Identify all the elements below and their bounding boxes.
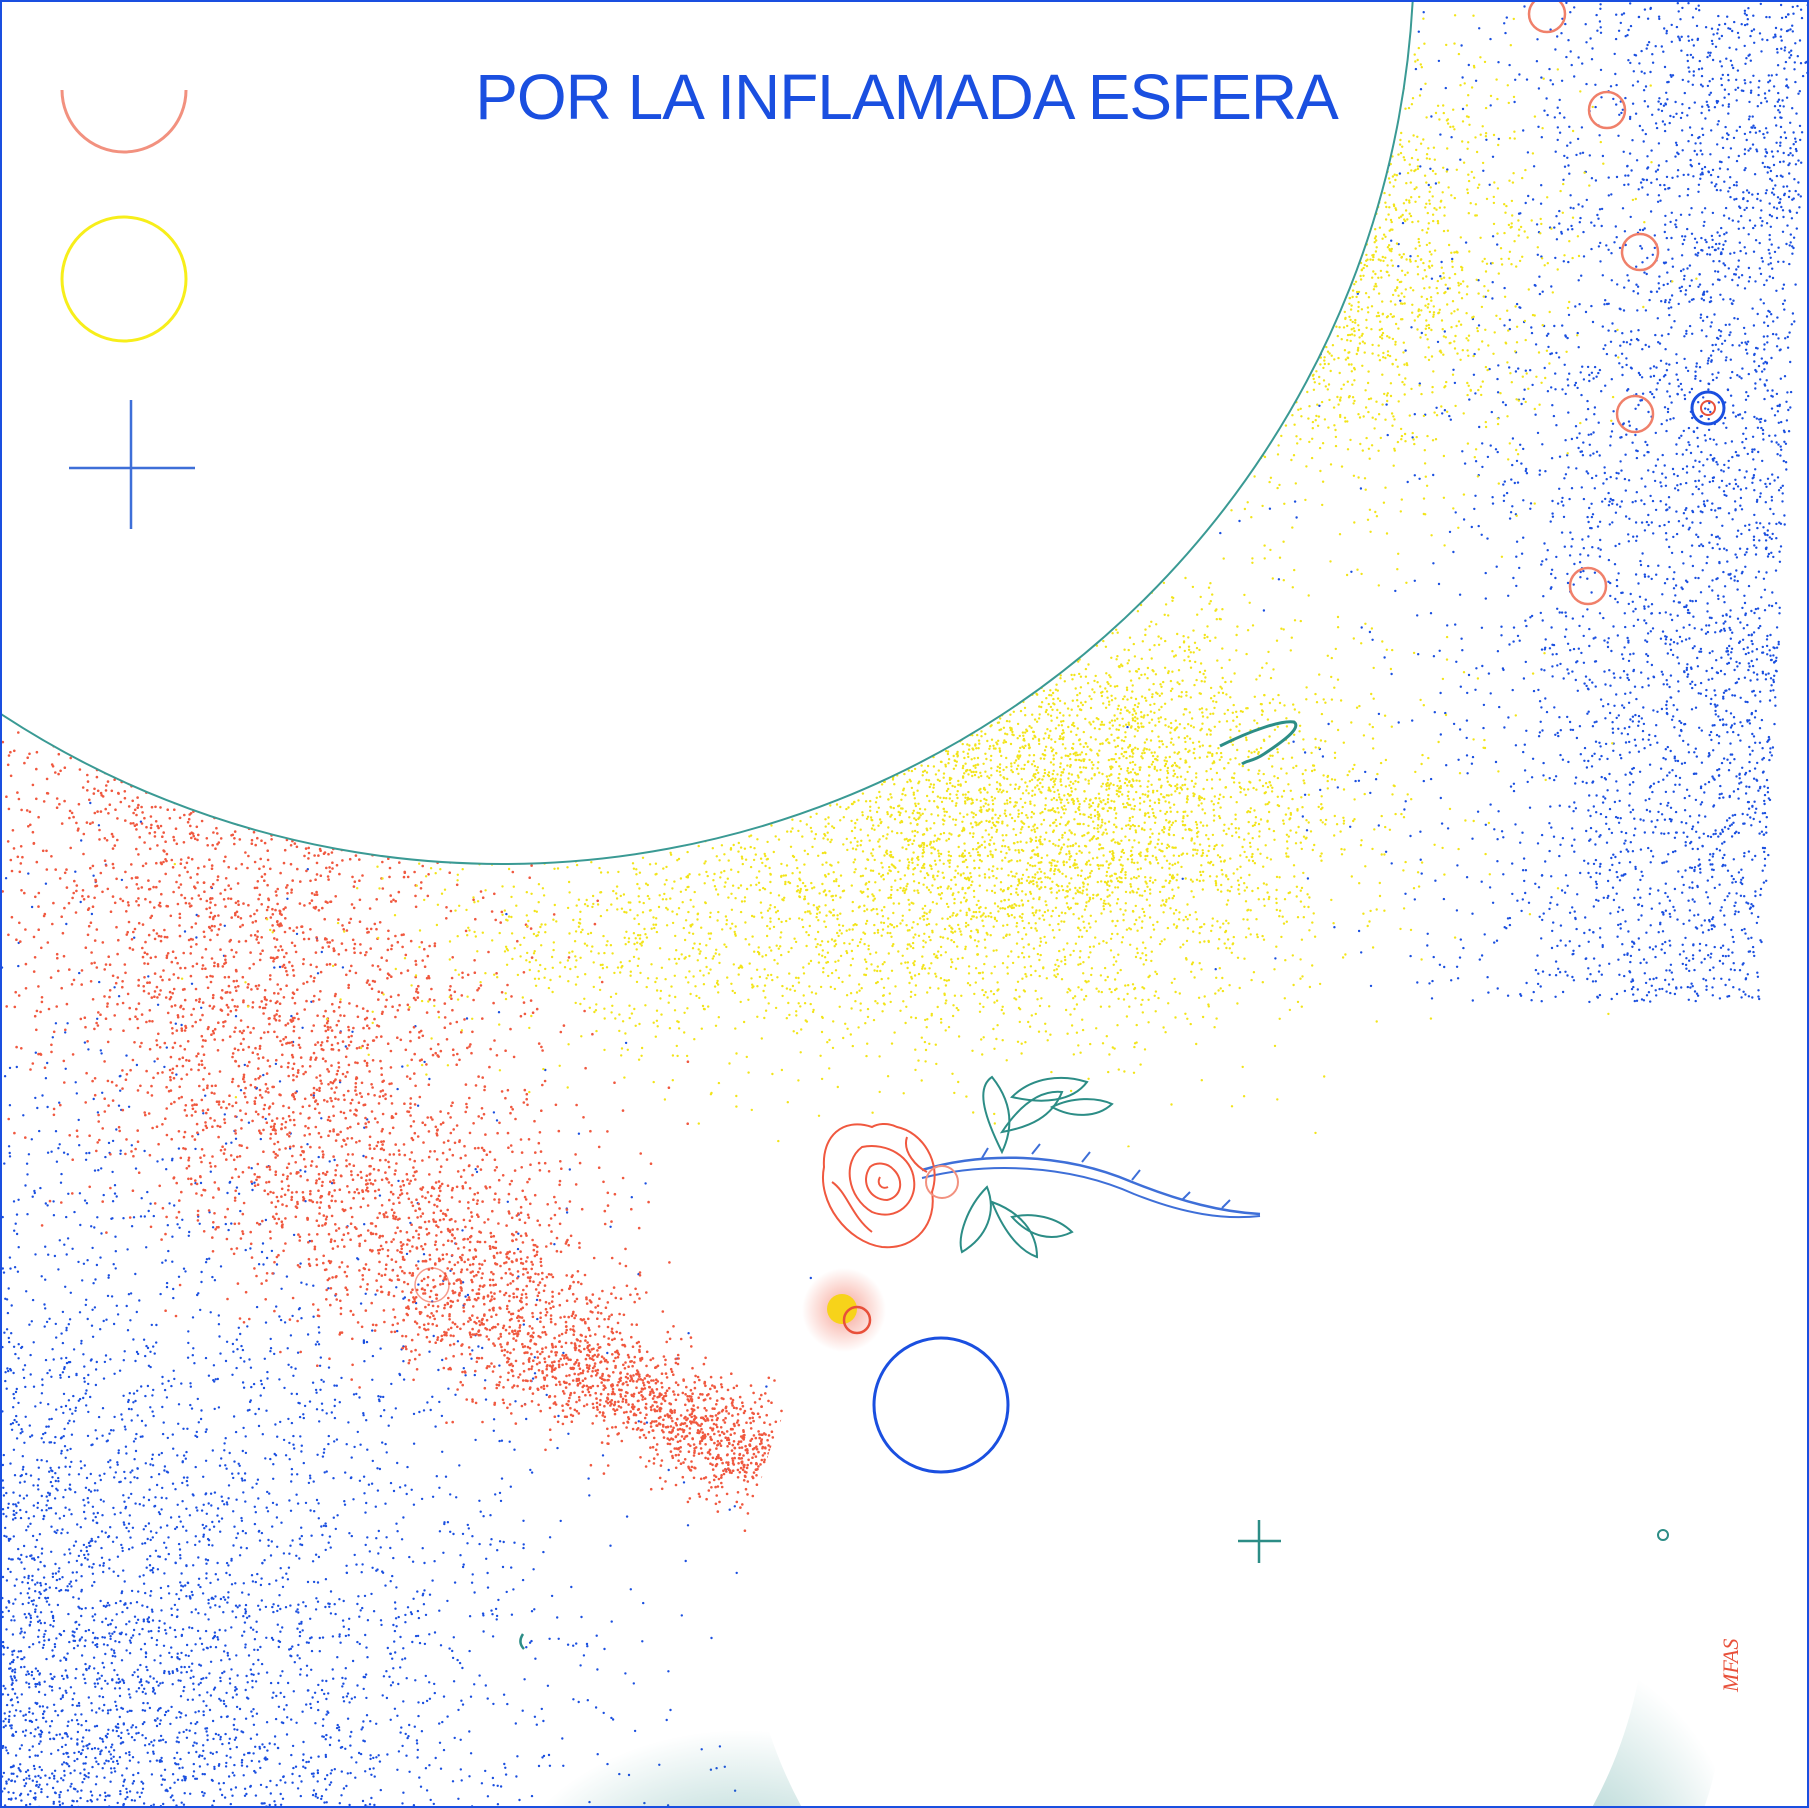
poster-title: POR LA INFLAMADA ESFERA bbox=[2, 60, 1807, 134]
upper-sphere bbox=[2, 2, 1414, 865]
half-circle-icon bbox=[60, 89, 188, 154]
small-circles-right bbox=[1527, 2, 1660, 606]
blue-ring bbox=[872, 1336, 1010, 1474]
lower-sphere bbox=[747, 1142, 1647, 1806]
target-icon bbox=[1690, 390, 1726, 426]
crosshair-icon bbox=[69, 400, 195, 529]
faint-ring bbox=[414, 1267, 450, 1303]
teal-scribble bbox=[1219, 720, 1298, 766]
plus-icon bbox=[1238, 1520, 1281, 1563]
circle-icon bbox=[60, 215, 188, 343]
signature: MFAS bbox=[1718, 1582, 1748, 1692]
tiny-teal-mark bbox=[519, 1633, 525, 1650]
tiny-teal-ring bbox=[1657, 1529, 1669, 1541]
rose-icon bbox=[822, 1075, 1261, 1259]
glow-orb bbox=[802, 1268, 886, 1352]
